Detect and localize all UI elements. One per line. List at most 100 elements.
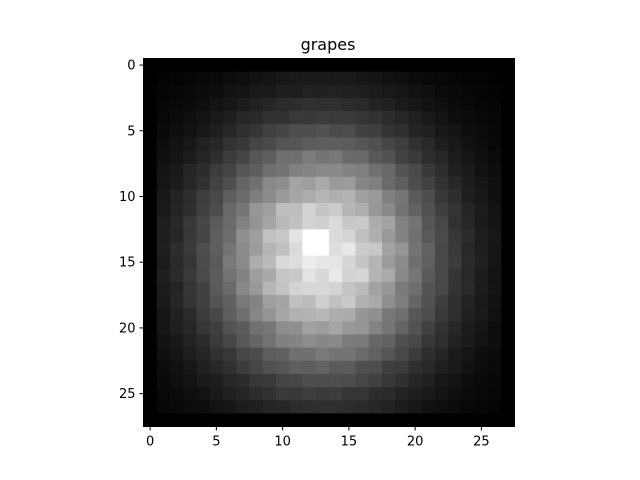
heatmap-cell: [461, 360, 476, 375]
heatmap-cell: [170, 295, 184, 309]
heatmap-cell: [395, 255, 409, 270]
heatmap-cell: [329, 321, 343, 335]
heatmap-cell: [355, 216, 370, 230]
heatmap-cell: [156, 387, 171, 401]
heatmap-cell: [289, 360, 303, 375]
heatmap-cell: [448, 163, 462, 178]
heatmap-cell: [170, 189, 184, 204]
heatmap-cell: [355, 295, 370, 309]
heatmap-cell: [262, 150, 277, 165]
heatmap-cell: [382, 308, 396, 322]
heatmap-cell: [461, 71, 476, 86]
y-axis-ticks: 0 5 10 15 20 25: [119, 59, 144, 402]
heatmap-cell: [156, 255, 171, 270]
heatmap-cell: [421, 203, 436, 217]
heatmap-cell: [276, 242, 290, 257]
heatmap-cell: [262, 97, 277, 112]
heatmap-cell: [183, 334, 197, 349]
heatmap-cell: [223, 281, 237, 296]
heatmap-cell: [183, 281, 197, 296]
heatmap-cell: [143, 387, 158, 401]
heatmap-cell: [289, 400, 303, 414]
heatmap-cell: [488, 203, 502, 217]
heatmap-cell: [448, 150, 462, 165]
heatmap-cell: [395, 150, 409, 165]
heatmap-cell: [329, 137, 343, 151]
heatmap-cell: [223, 373, 237, 388]
heatmap-cell: [249, 189, 264, 204]
heatmap-cell: [435, 360, 449, 375]
heatmap-cell: [236, 150, 250, 165]
heatmap-cell: [461, 203, 476, 217]
heatmap-cell: [143, 295, 158, 309]
heatmap-cell: [448, 334, 462, 349]
heatmap-cell: [329, 163, 343, 178]
heatmap-cell: [448, 360, 462, 375]
heatmap-cell: [156, 97, 171, 112]
heatmap-cell: [236, 255, 250, 270]
heatmap-cell: [382, 229, 396, 243]
heatmap-cell: [289, 163, 303, 178]
heatmap-cell: [183, 58, 197, 73]
heatmap-cell: [329, 97, 343, 112]
heatmap-cell: [302, 400, 317, 414]
heatmap-cell: [461, 242, 476, 257]
heatmap-cell: [315, 216, 330, 230]
heatmap-cell: [236, 203, 250, 217]
heatmap-cell: [488, 97, 502, 112]
heatmap-cell: [355, 71, 370, 86]
heatmap-cell: [170, 242, 184, 257]
heatmap-cell: [262, 84, 277, 99]
heatmap-cell: [143, 111, 158, 125]
heatmap-cell: [488, 347, 502, 362]
heatmap-cell: [223, 150, 237, 165]
heatmap-cell: [249, 308, 264, 322]
heatmap-cell: [236, 111, 250, 125]
heatmap-cell: [236, 347, 250, 362]
heatmap-cell: [315, 137, 330, 151]
heatmap-cell: [302, 308, 317, 322]
heatmap-cell: [156, 268, 171, 283]
heatmap-cell: [209, 373, 224, 388]
heatmap-cell: [501, 124, 515, 138]
heatmap-cell: [170, 111, 184, 125]
heatmap-cell: [236, 58, 250, 73]
x-tick-label: 15: [341, 435, 358, 450]
heatmap-cell: [315, 268, 330, 283]
heatmap-cell: [223, 203, 237, 217]
heatmap-cell: [501, 334, 515, 349]
heatmap-cell: [448, 176, 462, 191]
heatmap-cell: [315, 334, 330, 349]
heatmap-cell: [262, 242, 277, 257]
heatmap-cell: [276, 308, 290, 322]
heatmap-cell: [289, 321, 303, 335]
heatmap-cell: [289, 58, 303, 73]
heatmap-cell: [355, 373, 370, 388]
heatmap-cell: [170, 150, 184, 165]
heatmap-cell: [408, 347, 423, 362]
heatmap-cell: [382, 124, 396, 138]
heatmap-cell: [196, 308, 211, 322]
heatmap-cell: [170, 176, 184, 191]
heatmap-cell: [395, 58, 409, 73]
plot-frame: [143, 58, 515, 427]
heatmap-cell: [448, 255, 462, 270]
heatmap-cell: [170, 229, 184, 243]
heatmap-cell: [368, 268, 383, 283]
heatmap-cell: [289, 373, 303, 388]
heatmap-cell: [302, 111, 317, 125]
heatmap-cell: [249, 97, 264, 112]
heatmap-cell: [156, 203, 171, 217]
heatmap-cell: [435, 150, 449, 165]
heatmap-cell: [196, 137, 211, 151]
heatmap-cell: [382, 176, 396, 191]
heatmap-cell: [302, 360, 317, 375]
heatmap-cell: [329, 150, 343, 165]
heatmap-cell: [421, 334, 436, 349]
heatmap-cell: [382, 347, 396, 362]
heatmap-cell: [474, 413, 489, 427]
heatmap-cell: [289, 97, 303, 112]
heatmap-cell: [262, 189, 277, 204]
heatmap-cell: [435, 281, 449, 296]
